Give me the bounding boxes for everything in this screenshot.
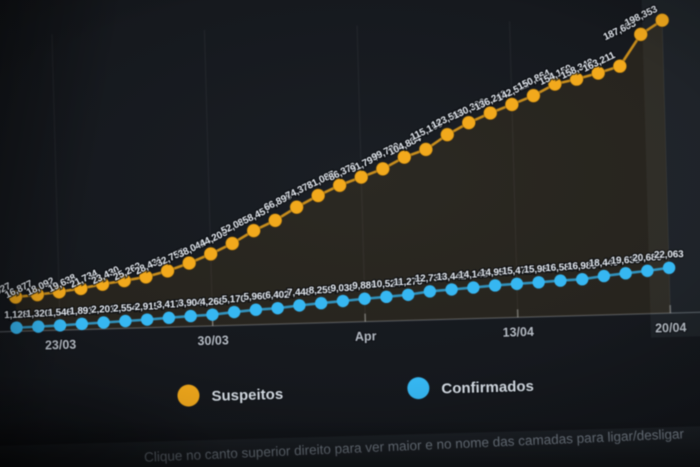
legend-label-confirmados[interactable]: Confirmados [440,377,535,399]
data-point-suspeitos[interactable] [654,12,670,28]
legend-item-suspeitos[interactable]: Suspeitos [177,382,284,407]
legend-swatch-confirmados-icon [407,377,430,400]
data-point-suspeitos[interactable] [418,142,434,157]
data-point-suspeitos[interactable] [526,88,541,103]
x-axis-label: 30/03 [197,333,229,348]
data-point-suspeitos[interactable] [612,58,628,74]
data-point-suspeitos[interactable] [224,236,240,251]
data-point-suspeitos[interactable] [289,199,304,215]
x-axis-label: Apr [355,329,377,344]
data-point-suspeitos[interactable] [633,27,649,42]
data-point-suspeitos[interactable] [246,223,261,238]
data-point-suspeitos[interactable] [203,246,219,262]
legend-swatch-suspeitos-icon [177,384,200,407]
x-axis-label: 20/04 [655,321,687,336]
legend-item-confirmados[interactable]: Confirmados [407,374,535,400]
data-point-suspeitos[interactable] [267,213,283,228]
legend-label-suspeitos[interactable]: Suspeitos [210,385,284,406]
legend: Suspeitos Confirmados [177,374,535,407]
data-point-suspeitos[interactable] [439,127,455,142]
data-point-suspeitos[interactable] [310,188,326,203]
data-point-suspeitos[interactable] [375,161,391,177]
x-axis-label: 13/04 [502,325,534,340]
point-label-confirmados: 22,063 [654,249,684,261]
x-axis-label: 23/03 [45,338,77,353]
